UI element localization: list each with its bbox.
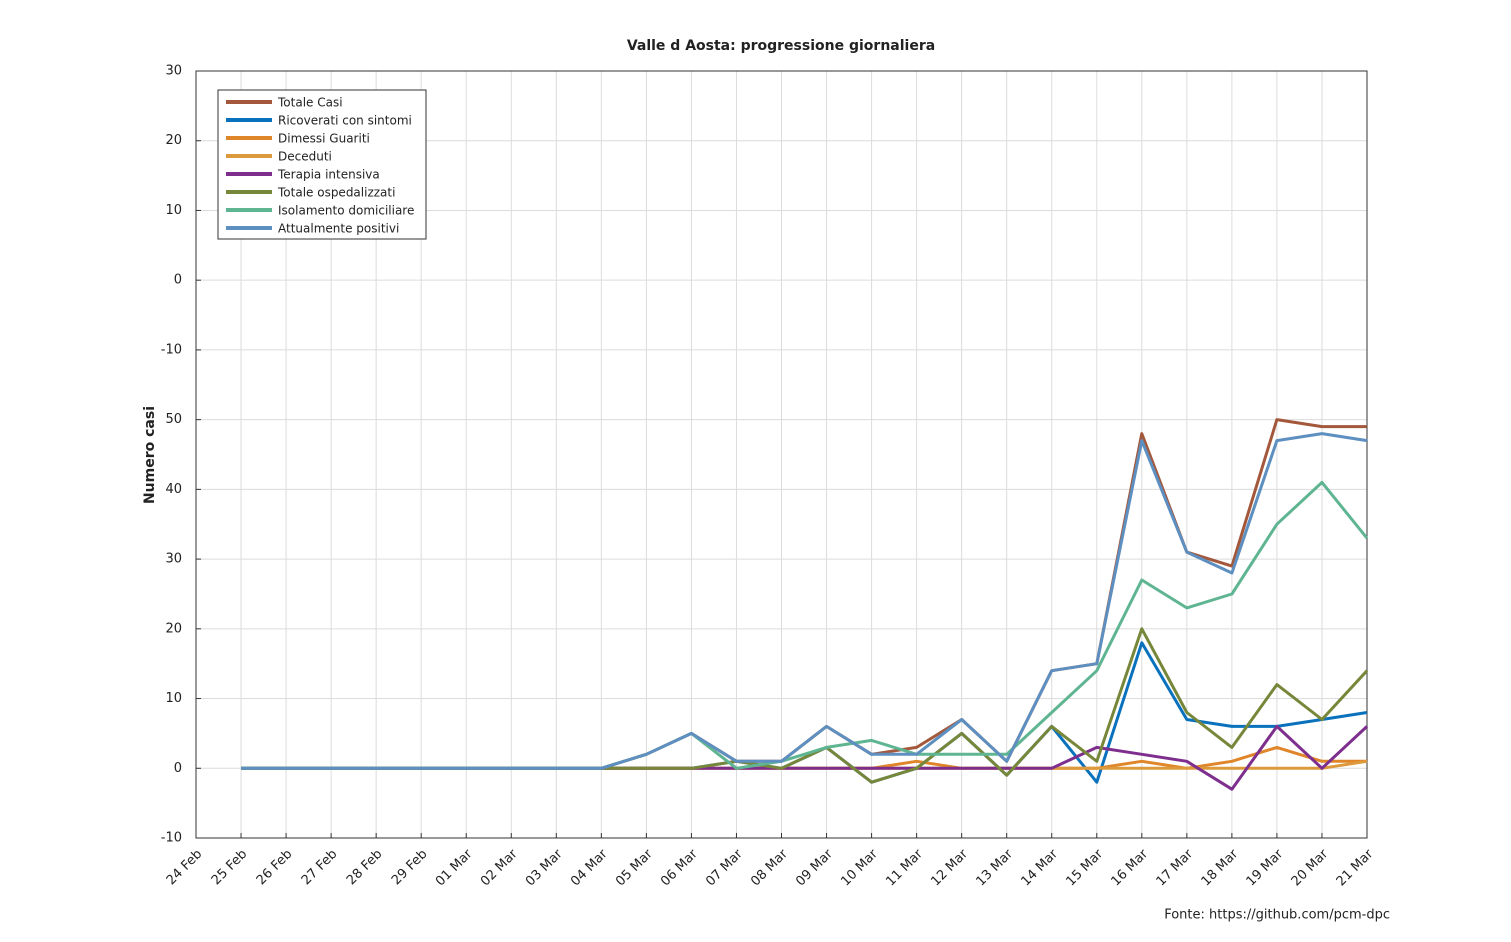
- chart-title: Valle d Aosta: progressione giornaliera: [627, 38, 935, 54]
- legend-label: Isolamento domiciliare: [278, 204, 414, 218]
- plot-frame: [195, 70, 1368, 839]
- y-tick-label: 0: [174, 761, 182, 776]
- y-tick-label: 30: [165, 64, 182, 79]
- legend-label: Deceduti: [278, 150, 332, 164]
- legend-label: Ricoverati con sintomi: [278, 114, 412, 128]
- legend-label: Attualmente positivi: [278, 222, 399, 236]
- y-tick-label: 50: [165, 412, 182, 427]
- y-tick-label: 10: [165, 203, 182, 218]
- y-axis-label: Numero casi: [142, 406, 158, 504]
- series-line: [241, 432, 1368, 770]
- y-tick-label: 0: [174, 273, 182, 288]
- legend-box: [217, 89, 427, 240]
- y-tick-label: 40: [165, 482, 182, 497]
- source-note: Fonte: https://github.com/pcm-dpc: [1164, 908, 1390, 923]
- y-tick-label: 30: [165, 552, 182, 567]
- y-tick-label: 10: [165, 691, 182, 706]
- legend-label: Terapia intensiva: [277, 168, 380, 182]
- y-tick-label: -10: [161, 342, 182, 357]
- y-tick-label: 20: [165, 133, 182, 148]
- legend-label: Dimessi Guariti: [278, 132, 370, 146]
- y-tick-label: 20: [165, 621, 182, 636]
- legend-label: Totale Casi: [277, 96, 343, 110]
- y-tick-label: -10: [161, 831, 182, 846]
- legend-label: Totale ospedalizzati: [277, 186, 395, 200]
